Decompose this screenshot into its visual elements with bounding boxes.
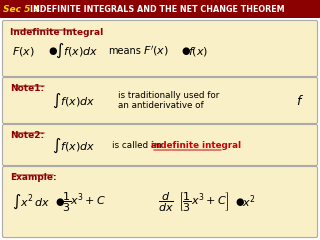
Text: ●: ● (55, 197, 63, 207)
Text: $\dfrac{1}{3}x^3 + C$: $\dfrac{1}{3}x^3 + C$ (62, 190, 106, 214)
Text: Indefinite Integral: Indefinite Integral (10, 28, 103, 37)
Text: $\int f(x)dx$: $\int f(x)dx$ (52, 92, 95, 110)
Text: $x^2$: $x^2$ (242, 194, 255, 210)
Text: Note1:: Note1: (10, 84, 44, 93)
Text: Sec 5.4:: Sec 5.4: (3, 5, 44, 13)
Text: is traditionally used for: is traditionally used for (118, 91, 220, 101)
Text: indefinite integral: indefinite integral (151, 142, 241, 150)
Text: means: means (108, 46, 141, 56)
Text: $\left[\dfrac{1}{3}x^3 + C\right]$: $\left[\dfrac{1}{3}x^3 + C\right]$ (178, 190, 230, 214)
Text: Example:: Example: (10, 173, 57, 182)
Text: Note2:: Note2: (10, 131, 44, 140)
Text: ●: ● (235, 197, 244, 207)
Text: INDEFINITE INTEGRALS AND THE NET CHANGE THEOREM: INDEFINITE INTEGRALS AND THE NET CHANGE … (30, 5, 284, 13)
Text: $\int f(x)dx$: $\int f(x)dx$ (55, 42, 98, 60)
Text: $F(x)$: $F(x)$ (12, 44, 35, 58)
Text: ●: ● (181, 46, 189, 56)
Text: $\int f(x)dx$: $\int f(x)dx$ (52, 137, 95, 155)
Text: is called an: is called an (112, 142, 164, 150)
Text: an antiderivative of: an antiderivative of (118, 101, 204, 109)
Text: ●: ● (48, 46, 57, 56)
Text: $f(x)$: $f(x)$ (188, 44, 208, 58)
FancyBboxPatch shape (3, 20, 317, 77)
Text: $\int x^2\,dx$: $\int x^2\,dx$ (12, 193, 50, 211)
FancyBboxPatch shape (0, 0, 320, 18)
Text: $f$: $f$ (296, 94, 304, 108)
Text: $\dfrac{d}{dx}$: $\dfrac{d}{dx}$ (158, 190, 174, 214)
FancyBboxPatch shape (3, 125, 317, 166)
Text: $F'(x)$: $F'(x)$ (143, 44, 169, 58)
FancyBboxPatch shape (3, 78, 317, 124)
FancyBboxPatch shape (3, 167, 317, 238)
